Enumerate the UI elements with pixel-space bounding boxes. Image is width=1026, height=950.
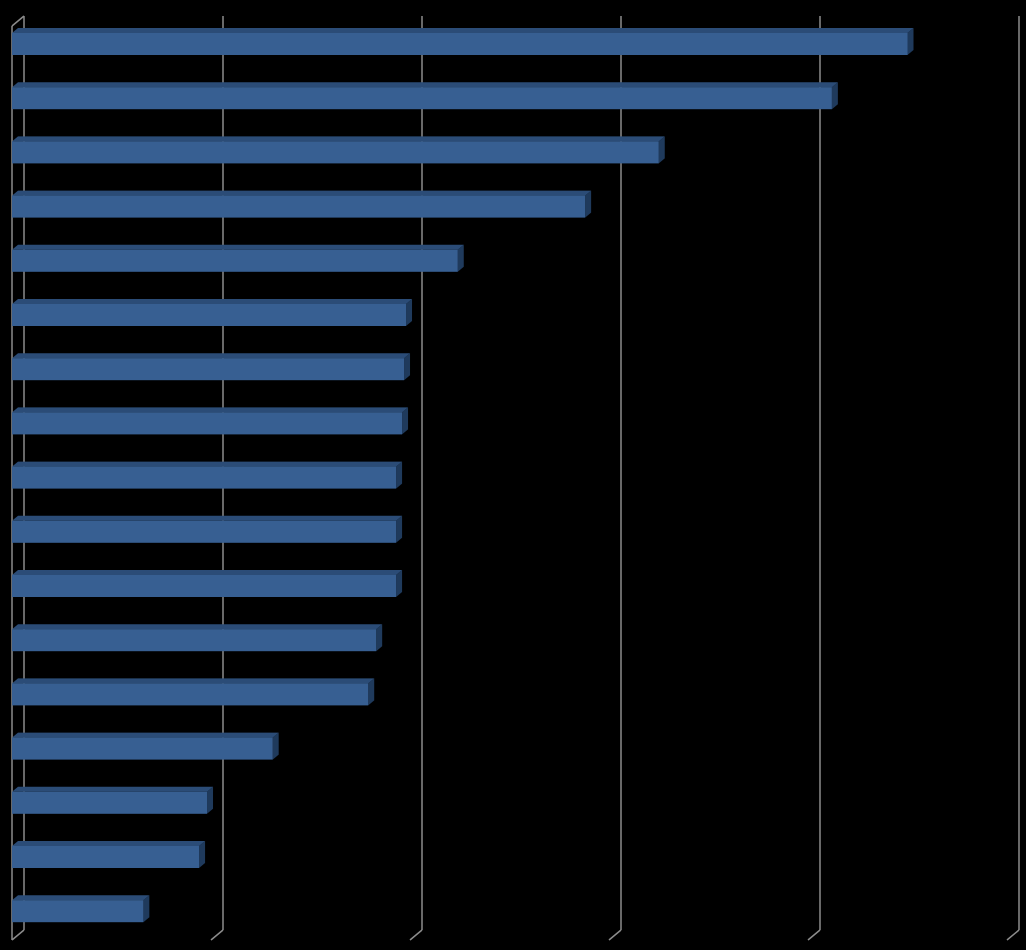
bar-1 <box>12 82 838 110</box>
floor-tick-5 <box>1006 929 1020 941</box>
bar-4 <box>12 244 464 272</box>
bar-side-8 <box>396 461 403 489</box>
bar-6 <box>12 353 411 381</box>
bar-front-11 <box>12 629 377 652</box>
bar-top-7 <box>12 407 409 413</box>
bar-9 <box>12 515 403 543</box>
bar-12 <box>12 678 375 706</box>
bar-front-0 <box>12 33 908 55</box>
bar-side-14 <box>207 786 214 814</box>
bar-side-10 <box>396 570 403 597</box>
bar-top-9 <box>12 515 403 521</box>
bar-side-3 <box>585 190 592 218</box>
floor-tick-1 <box>210 929 224 941</box>
bar-side-0 <box>907 28 914 55</box>
bar-top-15 <box>12 841 206 846</box>
bar-side-12 <box>368 678 375 706</box>
bar-2 <box>12 136 665 164</box>
bar-side-15 <box>199 841 206 868</box>
bar-11 <box>12 624 383 652</box>
bar-front-13 <box>12 737 273 760</box>
bar-side-2 <box>658 136 665 164</box>
bar-5 <box>12 299 413 326</box>
bar-front-2 <box>12 141 659 164</box>
bar-top-12 <box>12 678 375 684</box>
bar-14 <box>12 786 214 814</box>
bar-side-13 <box>272 732 279 760</box>
bar-top-11 <box>12 624 383 630</box>
bar-16 <box>12 895 150 923</box>
bar-top-13 <box>12 732 279 738</box>
bar-side-5 <box>406 299 413 326</box>
bar-front-3 <box>12 195 586 218</box>
bar-8 <box>12 461 403 489</box>
bar-top-4 <box>12 244 464 250</box>
bar-side-9 <box>396 515 403 543</box>
bar-front-1 <box>12 87 832 110</box>
bar-7 <box>12 407 409 435</box>
wall-top-edge <box>11 15 25 27</box>
bar-front-8 <box>12 466 397 489</box>
bar-top-6 <box>12 353 411 359</box>
bar-13 <box>12 732 279 760</box>
bar-side-11 <box>376 624 383 652</box>
bar-front-7 <box>12 412 403 435</box>
bar-side-7 <box>402 407 409 435</box>
floor-tick-2 <box>409 929 423 941</box>
bar-front-15 <box>12 846 200 868</box>
floor-tick-3 <box>608 929 622 941</box>
bar-side-16 <box>143 895 150 923</box>
bar-side-4 <box>457 244 464 272</box>
bar-top-0 <box>12 28 914 33</box>
bar-top-3 <box>12 190 592 196</box>
bar-front-14 <box>12 791 208 814</box>
bar-front-6 <box>12 358 405 381</box>
bar-top-5 <box>12 299 413 304</box>
bar-front-5 <box>12 304 407 326</box>
bar-layer <box>12 28 914 923</box>
bar-top-14 <box>12 786 214 792</box>
bar-top-10 <box>12 570 403 575</box>
bar-top-1 <box>12 82 838 88</box>
bar-15 <box>12 841 206 868</box>
bar-top-16 <box>12 895 150 901</box>
floor-tick-4 <box>807 929 821 941</box>
bar-3 <box>12 190 592 218</box>
bar-front-12 <box>12 683 369 706</box>
bar-front-4 <box>12 249 458 272</box>
bar-front-16 <box>12 900 144 923</box>
bar-side-6 <box>404 353 411 381</box>
floor-tick-0 <box>11 929 25 941</box>
bar-top-8 <box>12 461 403 467</box>
bar-top-2 <box>12 136 665 142</box>
bar-side-1 <box>831 82 838 110</box>
bar-front-9 <box>12 520 397 543</box>
bar-front-10 <box>12 575 397 597</box>
bar-10 <box>12 570 403 597</box>
bar-0 <box>12 28 914 55</box>
